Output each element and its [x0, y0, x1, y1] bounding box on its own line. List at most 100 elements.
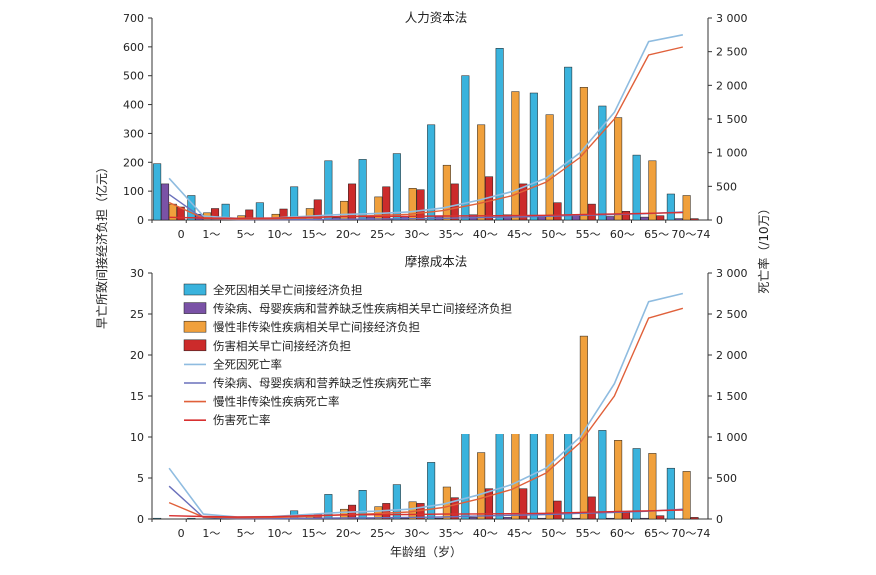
bar-1-13: [598, 430, 607, 520]
y2-tick-label: 2 000: [716, 349, 748, 362]
legend: 全死因相关早亡间接经济负担传染病、母婴疾病和营养缺乏性疾病相关早亡间接经济负担慢…: [178, 276, 578, 434]
y-tick-label: 20: [130, 349, 144, 362]
legend-label-1: 全死因相关早亡间接经济负担: [213, 283, 363, 297]
bar-4-10: [519, 488, 528, 520]
y2-tick-label: 3 000: [716, 12, 748, 25]
bar-3-13: [614, 440, 623, 520]
bar-3-15: [682, 471, 691, 520]
bar-3-7: [408, 501, 417, 520]
x-tick-label: 15～: [302, 527, 327, 540]
y-tick-label: 0: [137, 214, 144, 227]
bar-3-12: [579, 335, 588, 520]
x-tick-label: 70～74: [671, 228, 710, 241]
bar-1-15: [666, 193, 675, 221]
y2-axis-title: 死亡率（/10万）: [756, 202, 771, 293]
bar-2-13: [606, 216, 615, 221]
bar-1-14: [632, 154, 641, 221]
x-tick-label: 10～: [267, 527, 292, 540]
bar-2-13: [606, 517, 615, 520]
x-tick-label: 5～: [237, 228, 255, 241]
bar-4-15: [690, 218, 699, 221]
legend-label-7: 慢性非传染性疾病死亡率: [213, 395, 340, 409]
x-tick-label: 30～: [404, 228, 429, 241]
y2-tick-label: 2 500: [716, 308, 748, 321]
bar-2-0: [161, 183, 170, 221]
y-tick-label: 30: [130, 267, 144, 280]
bar-1-15: [666, 467, 675, 520]
bar-2-12: [572, 517, 581, 520]
bar-4-14: [656, 515, 665, 520]
x-tick-label: 10～: [267, 228, 292, 241]
bar-2-8: [435, 517, 444, 520]
line-series-3: [168, 46, 684, 220]
bar-2-9: [469, 517, 478, 520]
line-series-3: [168, 307, 684, 519]
bar-1-5: [324, 494, 333, 520]
x-tick-label: 5～: [237, 527, 255, 540]
bar-2-14: [640, 517, 649, 520]
y2-tick-label: 500: [716, 472, 737, 485]
bar-3-8: [442, 164, 451, 221]
line-series-4: [169, 509, 683, 518]
y2-tick-label: 1 000: [716, 147, 748, 160]
y2-tick-label: 1 500: [716, 390, 748, 403]
legend-label-2: 传染病、母婴疾病和营养缺乏性疾病相关早亡间接经济负担: [213, 302, 512, 316]
bar-4-8: [450, 183, 459, 221]
bar-1-4: [290, 186, 299, 221]
bar-3-9: [477, 452, 486, 520]
x-tick-label: 55～: [576, 527, 601, 540]
x-tick-label: 45～: [507, 228, 532, 241]
bar-3-15: [682, 195, 691, 221]
bar-1-0: [153, 517, 162, 520]
legend-background: [178, 276, 578, 434]
legend-label-6: 传染病、母婴疾病和营养缺乏性疾病死亡率: [213, 376, 432, 390]
line-series-2: [168, 485, 683, 520]
x-axis-title: 年龄组（岁）: [390, 544, 462, 559]
legend-label-5: 全死因死亡率: [213, 357, 282, 371]
y-tick-label: 400: [123, 99, 144, 112]
x-tick-label: 0: [178, 228, 185, 241]
bar-2-10: [503, 517, 512, 520]
y-tick-label: 100: [123, 185, 144, 198]
bar-1-7: [392, 484, 401, 520]
bar-1-5: [324, 160, 333, 221]
y2-tick-label: 0: [716, 513, 723, 526]
y-tick-label: 600: [123, 41, 144, 54]
bar-4-1: [211, 208, 220, 221]
legend-swatch-1: [183, 283, 207, 296]
bar-4-0: [176, 206, 185, 221]
x-tick-label: 20～: [336, 527, 361, 540]
bar-1-0: [153, 163, 162, 221]
bar-4-13: [622, 512, 631, 520]
bar-2-11: [537, 517, 546, 520]
x-tick-label: 1～: [202, 228, 220, 241]
bar-2-15: [674, 218, 683, 221]
bar-4-8: [450, 497, 459, 520]
panel-title: 人力资本法: [405, 10, 468, 25]
bar-4-10: [519, 183, 528, 221]
panel-title: 摩擦成本法: [405, 254, 468, 269]
legend-label-4: 伤害相关早亡间接经济负担: [213, 339, 351, 353]
x-tick-label: 50～: [541, 228, 566, 241]
bar-3-13: [614, 117, 623, 221]
x-tick-label: 65～: [644, 228, 669, 241]
bar-4-5: [348, 183, 357, 221]
y-tick-label: 0: [137, 513, 144, 526]
x-tick-label: 30～: [404, 527, 429, 540]
y2-tick-label: 500: [716, 180, 737, 193]
y-tick-label: 10: [130, 431, 144, 444]
bar-4-15: [690, 517, 699, 520]
bar-1-9: [461, 75, 470, 221]
legend-swatch-3: [183, 320, 207, 333]
y-tick-label: 5: [137, 472, 144, 485]
bar-3-5: [340, 200, 349, 221]
y-tick-label: 700: [123, 12, 144, 25]
legend-label-8: 伤害死亡率: [213, 413, 271, 427]
y-axis-title: 早亡所致间接经济负担（亿元）: [94, 161, 109, 329]
bar-1-12: [564, 66, 573, 221]
x-tick-label: 15～: [302, 228, 327, 241]
y-tick-label: 25: [130, 308, 144, 321]
bar-1-9: [461, 419, 470, 520]
